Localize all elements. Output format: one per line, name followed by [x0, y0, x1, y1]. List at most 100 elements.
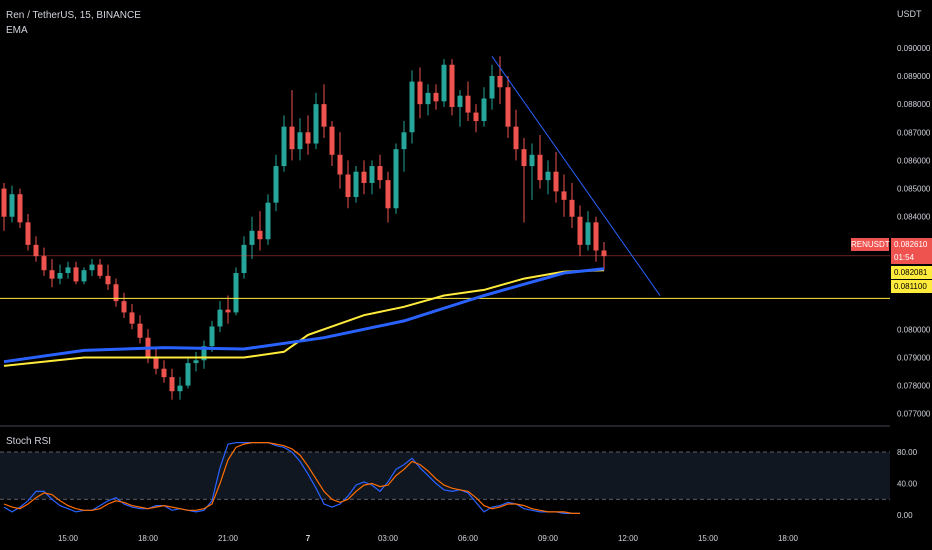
candle-body — [417, 81, 423, 105]
candle-body — [105, 275, 111, 285]
symbol-tag: RENUSDT — [851, 238, 890, 251]
candle-body — [177, 385, 183, 392]
candle-body — [81, 270, 87, 282]
ema-blue-line — [3, 267, 605, 364]
candle-body — [161, 368, 167, 378]
candle-body — [489, 75, 495, 99]
candle-body — [73, 267, 79, 282]
candle-body — [457, 95, 463, 107]
trendline — [491, 56, 661, 296]
candle-body — [569, 199, 575, 217]
time-tick-label: 12:00 — [618, 534, 639, 543]
candle-body — [345, 174, 351, 198]
candle-body — [49, 270, 55, 279]
candle-body — [281, 126, 287, 167]
candle-body — [233, 273, 239, 313]
price-tick-label: 0.078000 — [897, 382, 931, 391]
candle-body — [553, 171, 559, 192]
candle-body — [329, 126, 335, 155]
candle-body — [337, 154, 343, 175]
time-tick-label: 15:00 — [58, 534, 79, 543]
candle-body — [529, 154, 535, 167]
indicator-label-ema[interactable]: EMA — [6, 25, 28, 36]
candle-body — [137, 323, 143, 338]
candle-body — [433, 92, 439, 102]
price-tick-label: 0.079000 — [897, 353, 931, 362]
candle-body — [65, 267, 71, 274]
candle-body — [57, 273, 63, 279]
candle-body — [561, 191, 567, 200]
overlays — [0, 56, 890, 367]
stoch-tick-label: 80.00 — [897, 448, 918, 457]
axis-currency-label: USDT — [897, 9, 922, 19]
price-tick-label: 0.080000 — [897, 325, 931, 334]
last-price-tag: 0.082610 01:54 — [891, 238, 932, 264]
candle-body — [121, 301, 127, 313]
candle-body — [185, 363, 191, 386]
candle-body — [89, 264, 95, 271]
candle-body — [393, 149, 399, 209]
candle-body — [265, 202, 271, 240]
candle-body — [41, 256, 47, 271]
stoch-band-fill — [0, 452, 890, 500]
candle-body — [33, 244, 39, 257]
candle-body — [585, 222, 591, 245]
price-tick-label: 0.085000 — [897, 185, 931, 194]
time-tick-label: 15:00 — [698, 534, 719, 543]
candle-body — [169, 377, 175, 392]
time-tick-label: 21:00 — [218, 534, 239, 543]
candle-body — [193, 360, 199, 364]
candle-body — [505, 87, 511, 127]
candle-body — [113, 284, 119, 302]
candle-body — [401, 132, 407, 150]
time-tick-label: 03:00 — [378, 534, 399, 543]
last-price-value: 0.082610 — [894, 240, 928, 249]
candle-body — [201, 346, 207, 361]
time-tick-label: 18:00 — [778, 534, 799, 543]
price-tick-label: 0.089000 — [897, 72, 931, 81]
candle-body — [289, 126, 295, 150]
candle-body — [537, 154, 543, 181]
candle-body — [353, 171, 359, 198]
price-tick-label: 0.077000 — [897, 410, 931, 419]
candle-body — [321, 104, 327, 127]
candle-body — [273, 166, 279, 203]
stoch-panel — [0, 442, 890, 514]
candle-body — [9, 194, 15, 217]
price-tick-label: 0.088000 — [897, 100, 931, 109]
stoch-tick-label: 40.00 — [897, 480, 918, 489]
candle-body — [521, 149, 527, 167]
candle-body — [297, 132, 303, 150]
stoch-title[interactable]: Stoch RSI — [6, 436, 52, 447]
time-tick-label: 06:00 — [458, 534, 479, 543]
hline-value-tag: 0.081100 — [891, 280, 932, 293]
candle-body — [97, 264, 103, 276]
candle-body — [257, 230, 263, 240]
candle-body — [153, 357, 159, 369]
symbol-title[interactable]: Ren / TetherUS, 15, BINANCE — [6, 10, 141, 21]
candle-body — [481, 98, 487, 122]
time-tick-label: 18:00 — [138, 534, 159, 543]
candle-body — [313, 104, 319, 144]
candle-body — [473, 112, 479, 122]
candle-body — [249, 230, 255, 245]
candle-body — [305, 132, 311, 144]
time-tick-label: 7 — [306, 534, 311, 543]
candle-body — [601, 250, 607, 257]
candle-body — [241, 244, 247, 274]
candle-body — [129, 312, 135, 324]
stoch-k-line — [3, 442, 580, 514]
price-tick-label: 0.084000 — [897, 213, 931, 222]
candle-body — [577, 216, 583, 245]
countdown-value: 01:54 — [894, 253, 915, 262]
candle-body — [209, 326, 215, 347]
stoch-d-line — [3, 442, 580, 514]
candle-body — [361, 171, 367, 183]
price-tick-label: 0.086000 — [897, 156, 931, 165]
candle-body — [225, 309, 231, 313]
candle-body — [513, 126, 519, 150]
candle-body — [545, 171, 551, 181]
time-tick-label: 09:00 — [538, 534, 559, 543]
